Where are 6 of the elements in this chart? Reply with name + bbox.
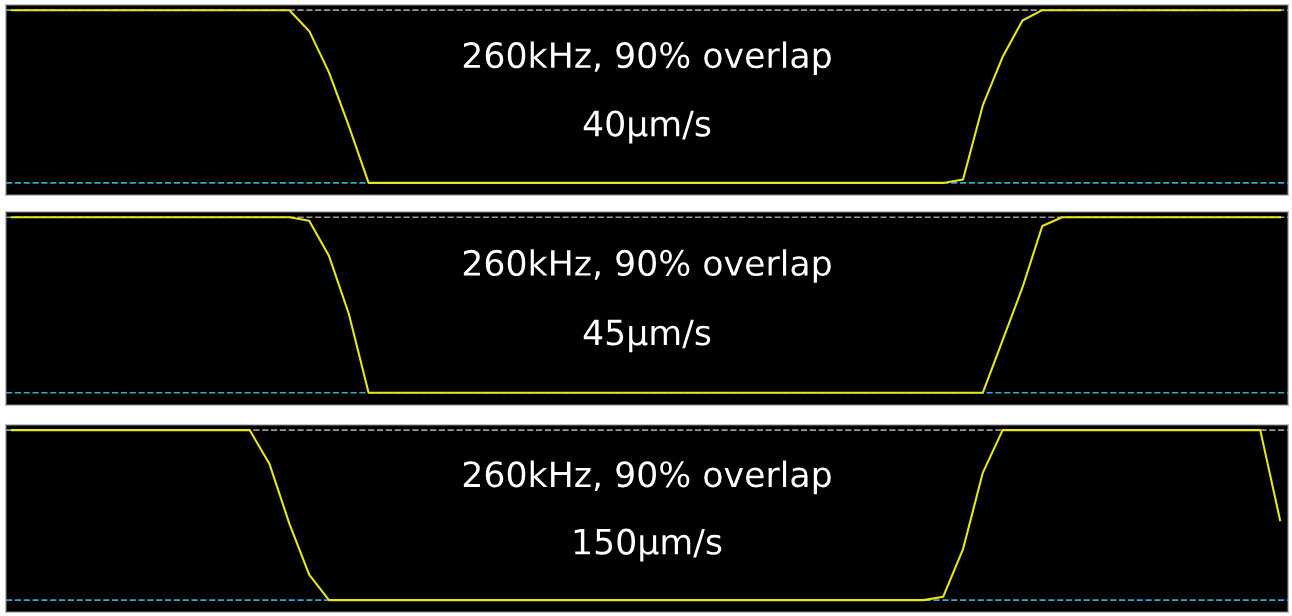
annotation: 45μm/s [583, 319, 711, 353]
annotation: 40μm/s [583, 110, 711, 144]
annotation: 260kHz, 90% overlap [463, 460, 831, 495]
annotation: 260kHz, 90% overlap [463, 41, 831, 75]
annotation: 260kHz, 90% overlap [463, 249, 831, 283]
annotation: 150μm/s [574, 528, 722, 562]
